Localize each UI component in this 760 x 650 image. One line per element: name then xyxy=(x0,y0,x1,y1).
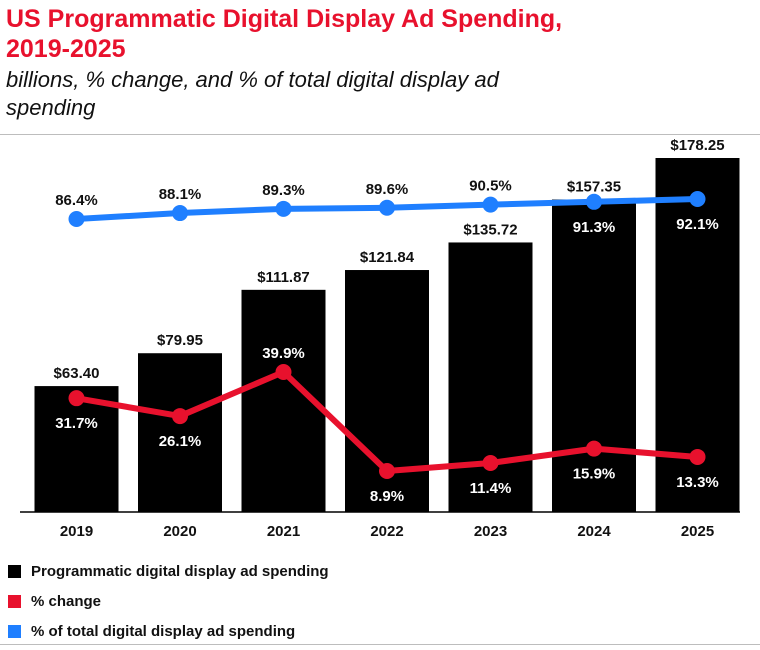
bar-label-2021: $111.87 xyxy=(257,269,310,286)
combo-chart: $63.40 $79.95 $111.87 $121.84 $135.72 $157.35… xyxy=(20,137,740,540)
bar-2024 xyxy=(552,199,636,512)
legend-item-share: % of total digital display ad spending xyxy=(8,616,329,646)
change-point-2020 xyxy=(172,408,188,425)
change-label-2019: 31.7% xyxy=(55,415,98,432)
chart-subtitle-line1: billions, % change, and % of total digit… xyxy=(6,67,499,92)
share-point-2019 xyxy=(68,211,85,227)
change-label-2024: 15.9% xyxy=(573,466,616,483)
share-point-2020 xyxy=(172,205,188,222)
share-point-2021 xyxy=(275,200,292,217)
share-label-2025: 92.1% xyxy=(676,216,719,233)
chart-title-line1: US Programmatic Digital Display Ad Spend… xyxy=(6,5,563,33)
legend-item-change: % change xyxy=(8,586,329,616)
share-label-2020: 88.1% xyxy=(159,186,202,203)
share-label-2021: 89.3% xyxy=(262,182,305,199)
share-label-2024: 91.3% xyxy=(573,219,616,236)
bar-2023 xyxy=(448,242,533,512)
legend-swatch-spending xyxy=(8,564,21,578)
change-label-2022: 8.9% xyxy=(370,488,404,505)
change-point-2024 xyxy=(586,440,602,457)
bar-label-2022: $121.84 xyxy=(360,249,415,266)
share-label-2023: 90.5% xyxy=(469,178,512,195)
change-point-2021 xyxy=(275,364,292,380)
change-point-2023 xyxy=(482,455,499,472)
top-divider xyxy=(0,134,760,135)
change-point-2025 xyxy=(689,448,706,465)
bar-label-2019: $63.40 xyxy=(54,365,100,382)
x-tick-2023: 2023 xyxy=(474,523,507,540)
legend-label-spending: Programmatic digital display ad spending xyxy=(31,562,329,580)
share-label-2019: 86.4% xyxy=(55,192,98,209)
change-point-2022 xyxy=(379,463,395,479)
change-label-2025: 13.3% xyxy=(676,474,719,491)
share-point-2022 xyxy=(379,199,395,216)
share-point-2023 xyxy=(482,196,499,213)
chart-title-line2: 2019-2025 xyxy=(6,35,126,63)
legend-swatch-share xyxy=(8,624,21,638)
x-tick-2024: 2024 xyxy=(577,523,611,540)
bar-label-2024: $157.35 xyxy=(567,179,621,196)
bar-label-2023: $135.72 xyxy=(463,221,517,238)
chart-subtitle-line2: spending xyxy=(6,95,96,120)
share-point-2024 xyxy=(586,193,602,210)
chart-subtitle: billions, % change, and % of total digit… xyxy=(6,66,754,122)
legend: Programmatic digital display ad spending… xyxy=(8,556,329,646)
share-label-2022: 89.6% xyxy=(366,181,409,198)
legend-swatch-change xyxy=(8,594,21,608)
change-label-2023: 11.4% xyxy=(470,480,512,497)
bottom-divider xyxy=(0,644,760,645)
bar-2019 xyxy=(34,386,119,512)
chart-title: US Programmatic Digital Display Ad Spend… xyxy=(6,4,754,64)
bar-label-2020: $79.95 xyxy=(157,332,203,349)
bar-2020 xyxy=(138,353,222,512)
legend-label-share: % of total digital display ad spending xyxy=(31,622,296,640)
bar-label-2025: $178.25 xyxy=(670,137,724,154)
share-point-2025 xyxy=(689,191,706,207)
x-tick-2020: 2020 xyxy=(163,523,196,540)
change-label-2020: 26.1% xyxy=(159,433,202,450)
change-point-2019 xyxy=(68,390,85,407)
x-tick-2025: 2025 xyxy=(681,523,714,540)
x-tick-2019: 2019 xyxy=(60,523,93,540)
change-label-2021: 39.9% xyxy=(262,345,305,362)
legend-item-spending: Programmatic digital display ad spending xyxy=(8,556,329,586)
legend-label-change: % change xyxy=(31,592,102,610)
x-tick-2021: 2021 xyxy=(267,523,300,540)
x-tick-2022: 2022 xyxy=(370,523,403,540)
